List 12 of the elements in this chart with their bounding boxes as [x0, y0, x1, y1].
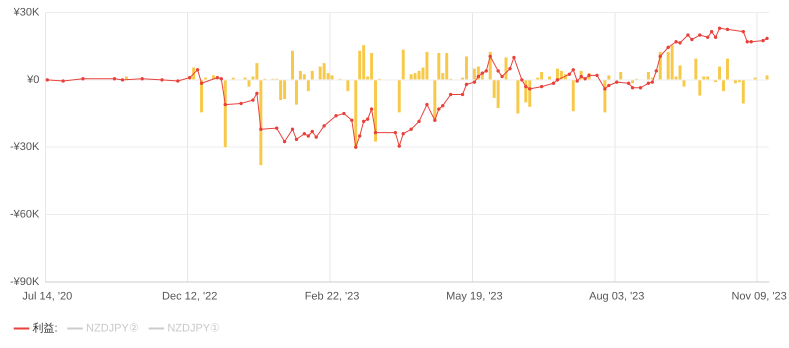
x-tick-label: Jul 14, '20 [22, 290, 72, 302]
x-tick-label: Feb 22, '23 [304, 290, 360, 302]
x-tick-label: Dec 12, '22 [162, 290, 218, 302]
x-tick-label: Nov 09, '23 [731, 290, 787, 302]
legend-label: 利益: [32, 322, 58, 335]
y-tick-label: -¥90K [10, 276, 40, 288]
y-tick-label: ¥0 [26, 74, 40, 86]
y-tick-label: ¥30K [12, 6, 40, 19]
x-tick-label: May 19, '23 [446, 290, 503, 302]
y-tick-label: -¥30K [10, 141, 40, 154]
y-tick-label: -¥60K [10, 208, 40, 221]
x-tick-label: Aug 03, '23 [589, 290, 644, 302]
